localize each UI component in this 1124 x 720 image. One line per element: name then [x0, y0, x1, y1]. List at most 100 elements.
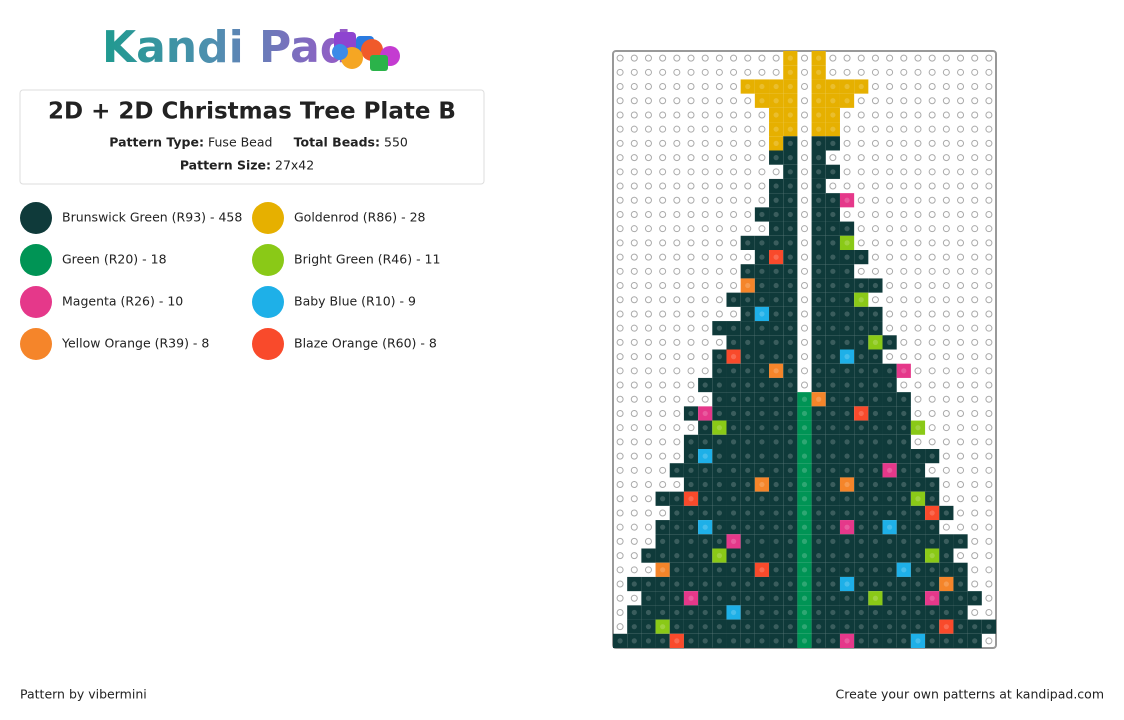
- bead-hole: [844, 567, 850, 573]
- bead-hole: [787, 112, 793, 118]
- bead: [754, 306, 770, 322]
- peg: [886, 239, 894, 247]
- bead-hole: [858, 325, 864, 331]
- bead: [683, 562, 699, 577]
- peg: [900, 267, 908, 275]
- bead-hole: [816, 396, 822, 402]
- bead: [854, 548, 869, 563]
- bead: [769, 406, 784, 421]
- bead: [740, 434, 755, 449]
- peg: [985, 282, 993, 290]
- bead: [740, 306, 755, 322]
- bead: [811, 51, 826, 66]
- bead-hole: [716, 524, 722, 530]
- bead: [854, 306, 869, 322]
- peg: [985, 296, 993, 304]
- bead: [882, 434, 897, 449]
- bead-hole: [773, 297, 779, 303]
- bead-hole: [915, 453, 921, 459]
- bead: [953, 633, 968, 648]
- bead: [683, 520, 699, 535]
- bead: [726, 534, 741, 549]
- bead-hole: [872, 481, 879, 488]
- bead: [769, 306, 784, 322]
- bead-hole: [759, 524, 765, 530]
- bead: [740, 548, 755, 563]
- bead: [683, 491, 699, 506]
- peg: [644, 409, 652, 417]
- bead: [839, 449, 855, 464]
- peg: [942, 182, 950, 190]
- bead: [910, 619, 926, 634]
- bead: [698, 520, 713, 535]
- peg: [971, 310, 979, 318]
- bead: [712, 477, 727, 492]
- peg: [701, 182, 709, 190]
- bead: [854, 434, 869, 449]
- bead: [854, 449, 869, 464]
- bead-hole: [943, 638, 949, 644]
- bead: [683, 633, 699, 648]
- bead: [783, 235, 798, 250]
- bead: [754, 420, 770, 435]
- bead: [910, 477, 926, 492]
- peg: [928, 267, 936, 275]
- peg: [957, 125, 965, 133]
- peg: [616, 210, 624, 218]
- peg: [616, 580, 624, 588]
- bead: [740, 79, 755, 94]
- bead: [754, 406, 770, 421]
- bead: [868, 406, 883, 421]
- bead: [698, 548, 713, 563]
- peg: [644, 225, 652, 233]
- bead-hole: [858, 609, 864, 616]
- peg: [971, 466, 979, 474]
- bead: [811, 619, 826, 634]
- bead: [896, 520, 911, 535]
- bead-hole: [872, 496, 879, 502]
- bead: [740, 392, 755, 407]
- bead-hole: [830, 311, 836, 317]
- bead: [910, 534, 926, 549]
- bead: [882, 463, 897, 478]
- bead: [868, 520, 883, 535]
- bead-hole: [830, 496, 836, 502]
- peg: [701, 282, 709, 290]
- peg: [985, 182, 993, 190]
- bead-hole: [631, 609, 637, 616]
- peg: [630, 310, 638, 318]
- bead: [769, 122, 784, 137]
- peg: [857, 97, 865, 105]
- peg: [985, 466, 993, 474]
- peg: [659, 466, 667, 474]
- bead-hole: [830, 325, 836, 331]
- bead-hole: [915, 496, 921, 502]
- peg: [758, 225, 766, 233]
- peg: [886, 282, 894, 290]
- bead: [854, 278, 869, 293]
- bead: [811, 534, 826, 549]
- bead: [839, 79, 855, 94]
- bead-hole: [745, 339, 751, 345]
- bead: [811, 79, 826, 94]
- peg: [673, 324, 681, 332]
- bead: [641, 576, 656, 592]
- peg: [687, 282, 695, 290]
- peg: [957, 168, 965, 176]
- bead: [783, 107, 798, 123]
- bead: [910, 605, 926, 620]
- bead-hole: [759, 354, 765, 360]
- bead-hole: [816, 410, 822, 417]
- bead: [783, 178, 798, 194]
- peg: [971, 367, 979, 375]
- bead: [769, 250, 784, 265]
- peg: [644, 239, 652, 247]
- bead-hole: [716, 567, 722, 573]
- peg: [730, 111, 738, 119]
- bead-hole: [830, 510, 836, 516]
- bead-hole: [773, 311, 779, 317]
- peg: [886, 210, 894, 218]
- bead-hole: [759, 339, 765, 345]
- peg: [630, 381, 638, 389]
- bead: [655, 619, 670, 634]
